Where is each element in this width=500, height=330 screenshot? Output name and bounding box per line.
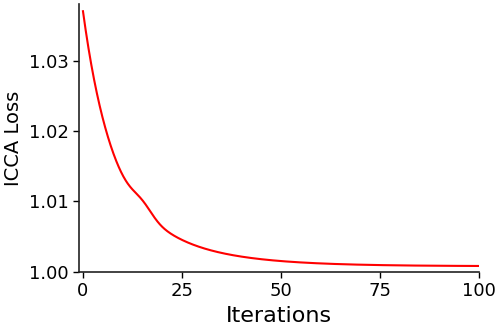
X-axis label: Iterations: Iterations: [226, 306, 332, 326]
Y-axis label: ICCA Loss: ICCA Loss: [4, 90, 23, 186]
